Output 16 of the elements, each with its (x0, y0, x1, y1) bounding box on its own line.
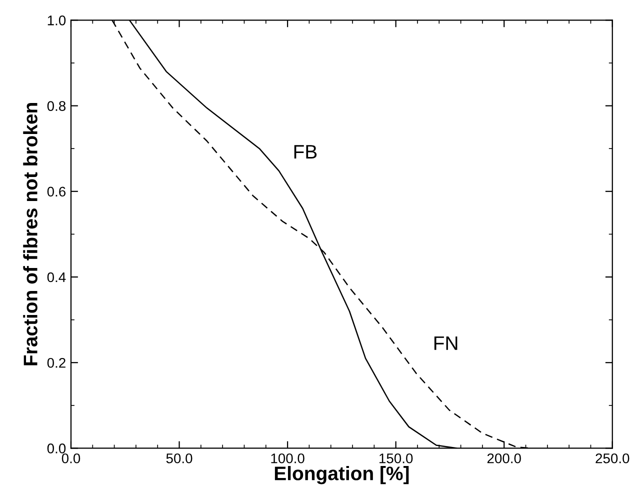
x-tick-label: 150.0 (380, 453, 413, 464)
x-axis-title: Elongation [%] (274, 466, 409, 484)
x-tick-label: 200.0 (487, 453, 521, 464)
y-tick-label: 0.4 (47, 272, 66, 282)
y-tick-label: 1.0 (48, 16, 66, 26)
y-tick-label: 0.6 (47, 186, 66, 197)
y-tick-label: 0.8 (47, 101, 66, 111)
x-tick-label: 100.0 (271, 453, 304, 464)
y-tick-label: 0.2 (47, 358, 66, 368)
y-axis-title: Fraction of fibres not broken (23, 103, 38, 366)
series-label: FB (294, 145, 317, 158)
x-tick-label: 50.0 (166, 453, 192, 464)
y-tick-label: 0.0 (47, 444, 66, 454)
x-tick-label: 0.0 (62, 453, 80, 464)
series-label: FN (434, 336, 458, 350)
x-tick-label: 250.0 (596, 453, 630, 464)
